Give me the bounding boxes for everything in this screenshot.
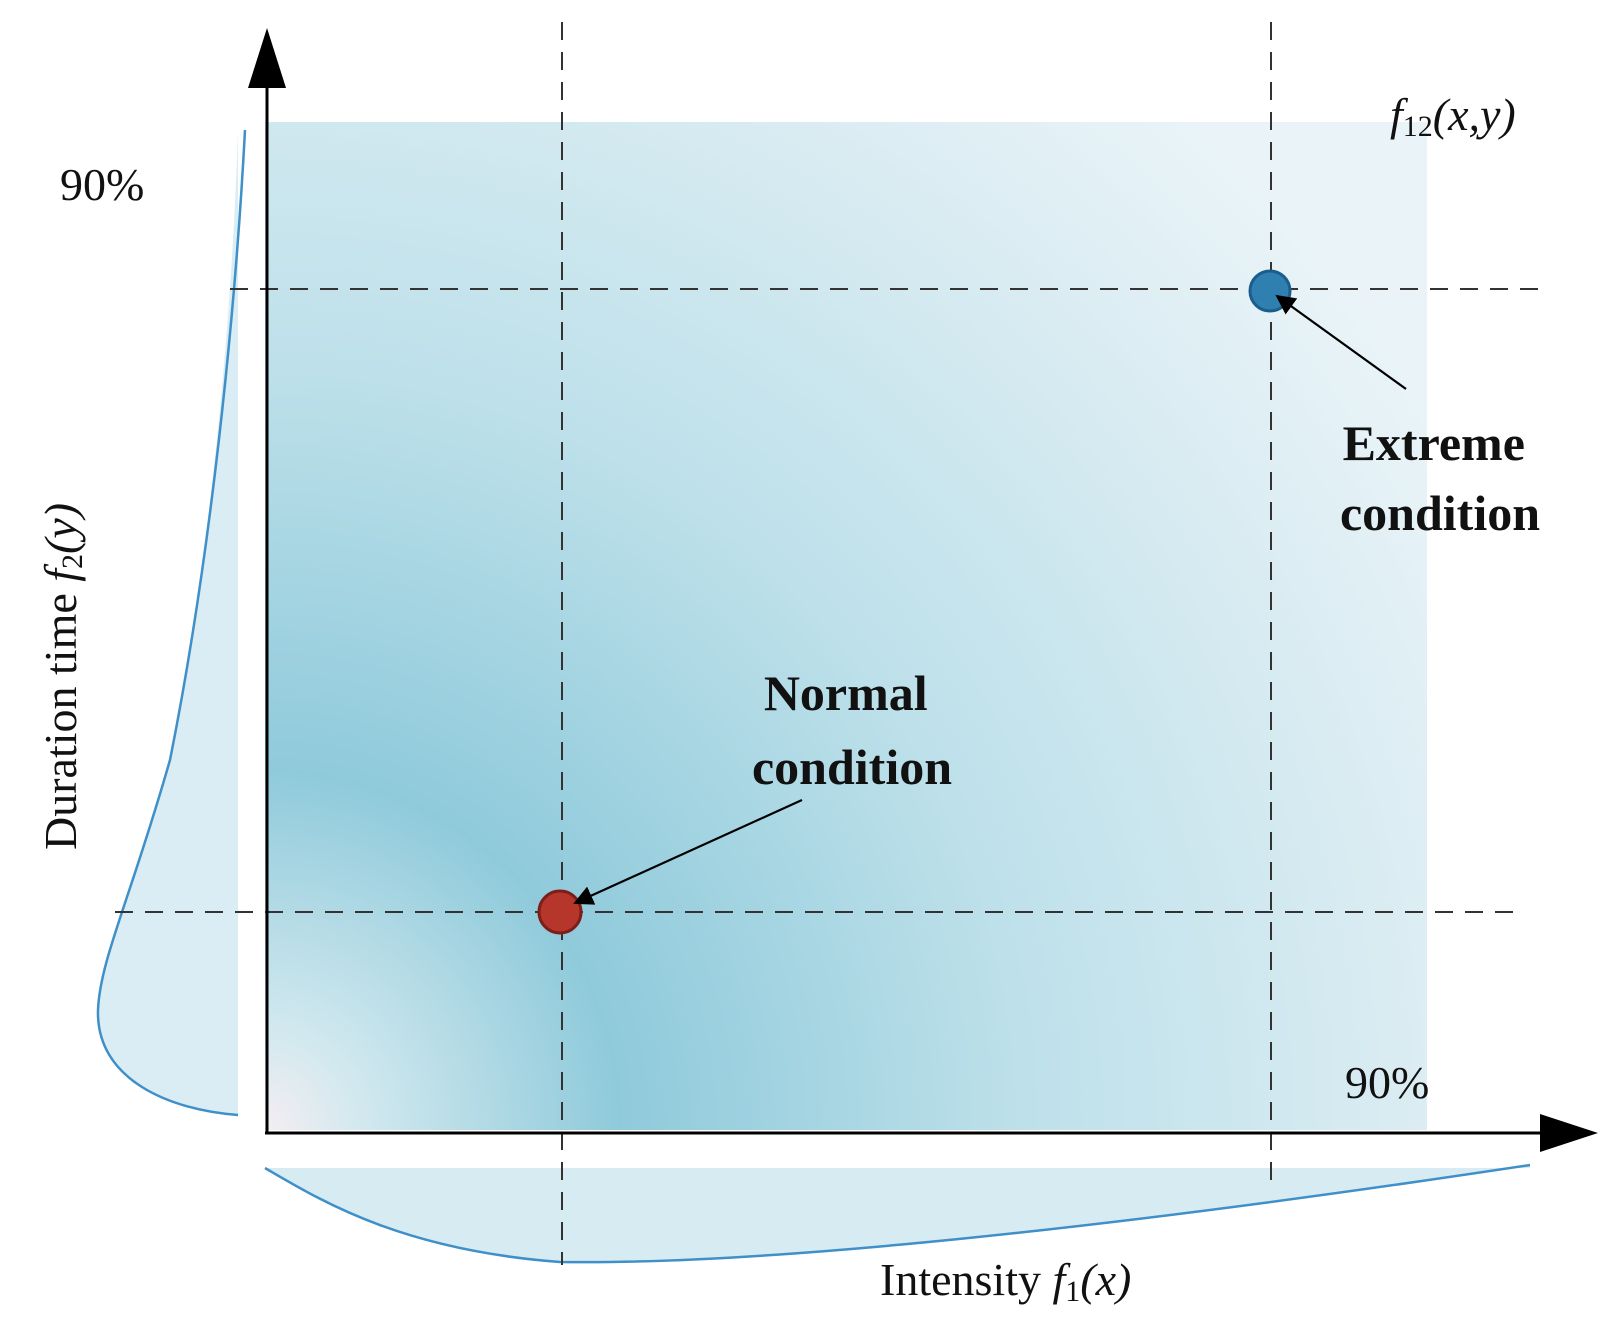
y-percentile-label: 90% (60, 159, 144, 210)
y-marginal-curve (96, 129, 247, 1117)
normal-condition-label: Normal condition (752, 665, 952, 795)
x-percentile-label: 90% (1345, 1057, 1429, 1108)
y-marginal-fill (97, 130, 246, 1115)
extreme-pointer-arrow (1275, 294, 1407, 390)
x-axis-arrowhead (1540, 1114, 1598, 1152)
extreme-condition-label: Extreme condition (1340, 415, 1540, 541)
x-marginal-fill (265, 1165, 1530, 1263)
extreme-condition-point (1248, 269, 1292, 313)
x-axis-title: Intensity f1(x) (880, 1254, 1131, 1308)
y-axis-title: Duration time f2(y) (35, 503, 89, 850)
x-marginal-curve (264, 1163, 1531, 1264)
normal-condition-point (537, 889, 583, 935)
joint-density-region (265, 122, 1427, 1130)
y-axis-arrowhead (248, 28, 286, 88)
joint-pdf-label: f12(x,y) (1390, 89, 1516, 143)
normal-pointer-arrow (573, 798, 803, 905)
